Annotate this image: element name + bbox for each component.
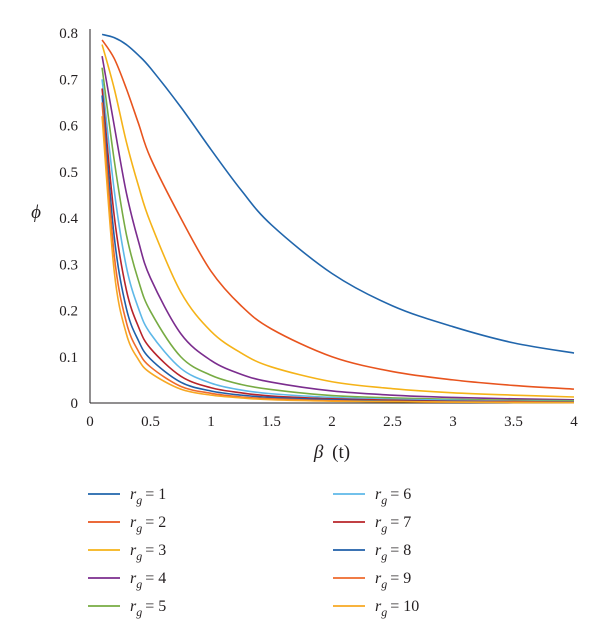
legend-label: rg = 4: [130, 570, 166, 591]
series-line-rg-2: [101, 39, 575, 390]
y-tick-label: 0: [71, 396, 79, 412]
y-tick-label: 0.6: [59, 119, 78, 135]
y-axis-label: ϕ: [31, 202, 41, 223]
legend: rg = 1 rg = 2 rg = 3 rg = 4 rg = 5 rg = 6 rg = 7 rg = 8…: [88, 486, 419, 619]
x-tick-label: 2: [328, 414, 336, 430]
legend-label: rg = 7: [375, 514, 411, 535]
legend-item-rg-5: rg = 5: [88, 598, 166, 619]
series-lines: [101, 33, 575, 404]
x-tick-label: 3: [449, 414, 457, 430]
series-line-rg-7: [101, 88, 575, 403]
legend-label: rg = 2: [130, 514, 166, 535]
y-tick-label: 0.1: [59, 350, 78, 366]
y-tick-label: 0.2: [59, 304, 78, 320]
x-tick-label: 1.5: [262, 414, 281, 430]
y-tick-label: 0.8: [59, 26, 78, 42]
tick-labels: 0 0.5 1 1.5 2 2.5 3 3.5 4 0 0.1 0.2 0.3 0.4 0.5 0.6 0.7 0…: [59, 26, 578, 430]
x-tick-label: 0: [86, 414, 94, 430]
legend-item-rg-4: rg = 4: [88, 570, 166, 591]
legend-label: rg = 5: [130, 598, 166, 619]
x-tick-label: 2.5: [383, 414, 402, 430]
series-line-rg-10: [101, 116, 575, 404]
y-tick-label: 0.3: [59, 257, 78, 273]
x-tick-label: 3.5: [504, 414, 523, 430]
legend-item-rg-8: rg = 8: [333, 542, 411, 563]
x-axis-label-unit: (t): [332, 442, 350, 463]
axes: [89, 29, 574, 404]
legend-item-rg-2: rg = 2: [88, 514, 166, 535]
legend-label: rg = 9: [375, 570, 411, 591]
legend-item-rg-10: rg = 10: [333, 598, 419, 619]
legend-label: rg = 3: [130, 542, 166, 563]
x-axis-label-symbol: β: [313, 442, 324, 463]
x-tick-label: 4: [570, 414, 578, 430]
series-line-rg-3: [101, 44, 575, 398]
legend-item-rg-7: rg = 7: [333, 514, 411, 535]
legend-item-rg-6: rg = 6: [333, 486, 411, 507]
y-tick-label: 0.7: [59, 72, 78, 88]
x-axis-label: β (t): [313, 442, 350, 463]
y-tick-label: 0.4: [59, 211, 78, 227]
series-line-rg-1: [101, 33, 575, 354]
series-line-rg-8: [101, 95, 575, 403]
x-tick-label: 0.5: [141, 414, 160, 430]
legend-label: rg = 6: [375, 486, 411, 507]
series-line-rg-4: [101, 55, 575, 401]
y-tick-label: 0.5: [59, 165, 78, 181]
series-line-rg-5: [101, 67, 575, 402]
legend-label: rg = 1: [130, 486, 166, 507]
series-line-rg-9: [101, 102, 575, 404]
legend-item-rg-3: rg = 3: [88, 542, 166, 563]
x-tick-label: 1: [207, 414, 215, 430]
series-line-rg-6: [101, 79, 575, 403]
legend-label: rg = 10: [375, 598, 419, 619]
legend-item-rg-1: rg = 1: [88, 486, 166, 507]
legend-label: rg = 8: [375, 542, 411, 563]
legend-item-rg-9: rg = 9: [333, 570, 411, 591]
